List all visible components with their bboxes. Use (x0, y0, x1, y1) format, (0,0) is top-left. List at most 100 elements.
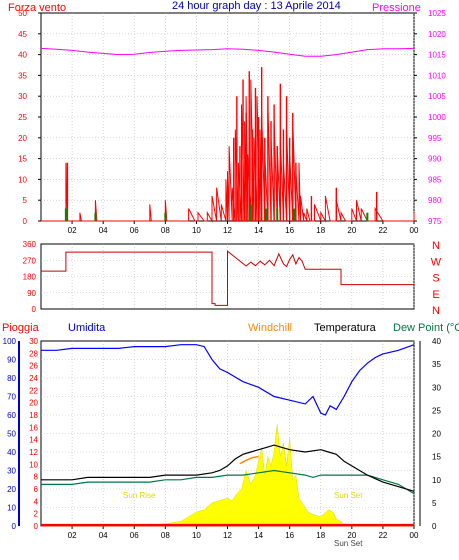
sunset-annotation: Sun Set (334, 491, 363, 500)
rain-y-tick-label: 28 (29, 349, 38, 358)
rain-y-tick-label: 18 (29, 411, 38, 420)
weather-x-tick-label: 16 (285, 531, 294, 540)
temperature-y-tick-label: 5 (432, 499, 437, 508)
wind-y-tick-label: 10 (18, 175, 27, 184)
weather-x-tick-label: 00 (410, 531, 419, 540)
wind-x-tick-label: 02 (68, 226, 77, 235)
wind-y-tick-label: 0 (23, 217, 28, 226)
rain-y-tick-label: 6 (34, 485, 39, 494)
humidity-y-tick-label: 70 (7, 393, 16, 402)
weather-x-tick-label: 22 (378, 531, 387, 540)
wind-y-tick-label: 50 (18, 9, 27, 18)
wind-y-tick-label: 15 (18, 155, 27, 164)
pressure-y-tick-label: 995 (428, 134, 442, 143)
wind-x-tick-label: 16 (285, 226, 294, 235)
weather-x-tick-label: 12 (223, 531, 232, 540)
weather-x-tick-label: 06 (130, 531, 139, 540)
humidity-y-tick-label: 50 (7, 430, 16, 439)
chart-title: 24 hour graph day : 13 Aprile 2014 (172, 0, 341, 12)
direction-y-tick-label: 270 (23, 256, 37, 265)
pressure-y-tick-label: 1010 (428, 71, 446, 80)
weather-x-tick-label: 18 (316, 531, 325, 540)
windchill-label: Windchill (248, 322, 292, 334)
direction-y-tick-label: 90 (27, 289, 36, 298)
temperature-y-tick-label: 15 (432, 453, 441, 462)
wind-axis-title: Forza vento (8, 2, 66, 14)
pressure-y-tick-label: 1020 (428, 30, 446, 39)
direction-y-tick-label: 360 (23, 240, 37, 249)
direction-compass-label: N (432, 305, 440, 317)
direction-compass-label: E (432, 289, 439, 301)
chart-layer: 0510152025303540455097598098599099510001… (3, 9, 447, 540)
humidity-series (41, 344, 415, 416)
weather-x-tick-label: 14 (254, 531, 263, 540)
dewpoint-series (41, 469, 415, 495)
rain-y-tick-label: 24 (29, 374, 38, 383)
pressure-y-tick-label: 980 (428, 196, 442, 205)
sunset-annotation-bottom: Sun Set (334, 539, 363, 548)
rain-y-tick-label: 20 (29, 399, 38, 408)
wind-y-tick-label: 5 (23, 196, 28, 205)
sunrise-annotation: Sun Rise (123, 491, 156, 500)
direction-compass-label: W (431, 256, 442, 268)
temperature-y-tick-label: 40 (432, 337, 441, 346)
wind-x-tick-label: 22 (378, 226, 387, 235)
pressure-y-tick-label: 990 (428, 155, 442, 164)
windchill-series (239, 455, 259, 465)
humidity-y-tick-label: 40 (7, 448, 16, 457)
temperature-y-tick-label: 35 (432, 360, 441, 369)
wind-y-tick-label: 45 (18, 30, 27, 39)
rain-y-tick-label: 30 (29, 337, 38, 346)
wind-y-tick-label: 30 (18, 92, 27, 101)
weather-x-tick-label: 02 (68, 531, 77, 540)
pressure-y-tick-label: 1005 (428, 92, 446, 101)
direction-y-tick-label: 0 (32, 305, 37, 314)
direction-compass-label: N (432, 240, 440, 252)
rain-y-tick-label: 2 (34, 510, 39, 519)
wind-y-tick-label: 35 (18, 71, 27, 80)
dewpoint-label: Dew Point (°C (393, 322, 459, 334)
weather-x-tick-label: 20 (347, 531, 356, 540)
weather-x-tick-label: 04 (99, 531, 108, 540)
wind-y-tick-label: 20 (18, 134, 27, 143)
pressure-y-tick-label: 985 (428, 175, 442, 184)
wind-y-tick-label: 40 (18, 51, 27, 60)
humidity-axis-title: Umidita (68, 322, 106, 334)
wind-x-tick-label: 12 (223, 226, 232, 235)
pressure-series (40, 47, 415, 57)
weather-x-tick-label: 10 (192, 531, 201, 540)
humidity-y-tick-label: 10 (7, 504, 16, 513)
wind-speed-series (41, 79, 415, 223)
pressure-y-tick-label: 1015 (428, 51, 446, 60)
pressure-y-tick-label: 1000 (428, 113, 446, 122)
wind-x-tick-label: 14 (254, 226, 263, 235)
solar-area-series (41, 424, 414, 527)
wind-y-tick-label: 25 (18, 113, 27, 122)
temperature-y-tick-label: 0 (432, 522, 437, 531)
wind-x-tick-label: 06 (130, 226, 139, 235)
wind-x-tick-label: 08 (161, 226, 170, 235)
wind-x-tick-label: 00 (410, 226, 419, 235)
temperature-y-tick-label: 25 (432, 406, 441, 415)
rain-axis-title: Pioggia (2, 322, 40, 334)
temperature-y-tick-label: 10 (432, 476, 441, 485)
humidity-y-tick-label: 90 (7, 356, 16, 365)
rain-y-tick-label: 26 (29, 362, 38, 371)
weather-x-tick-label: 08 (161, 531, 170, 540)
humidity-y-tick-label: 60 (7, 411, 16, 420)
rain-y-tick-label: 10 (29, 460, 38, 469)
temperature-label: Temperatura (314, 322, 377, 334)
direction-y-tick-label: 180 (23, 273, 37, 282)
humidity-y-tick-label: 30 (7, 467, 16, 476)
direction-compass-label: S (432, 273, 439, 285)
rain-y-tick-label: 8 (34, 473, 39, 482)
pressure-y-tick-label: 1025 (428, 9, 446, 18)
wind-x-tick-label: 04 (99, 226, 108, 235)
wind-x-tick-label: 10 (192, 226, 201, 235)
wind-x-tick-label: 20 (347, 226, 356, 235)
humidity-y-tick-label: 20 (7, 485, 16, 494)
rain-y-tick-label: 0 (34, 522, 39, 531)
pressure-axis-title: Pressione (372, 2, 421, 14)
